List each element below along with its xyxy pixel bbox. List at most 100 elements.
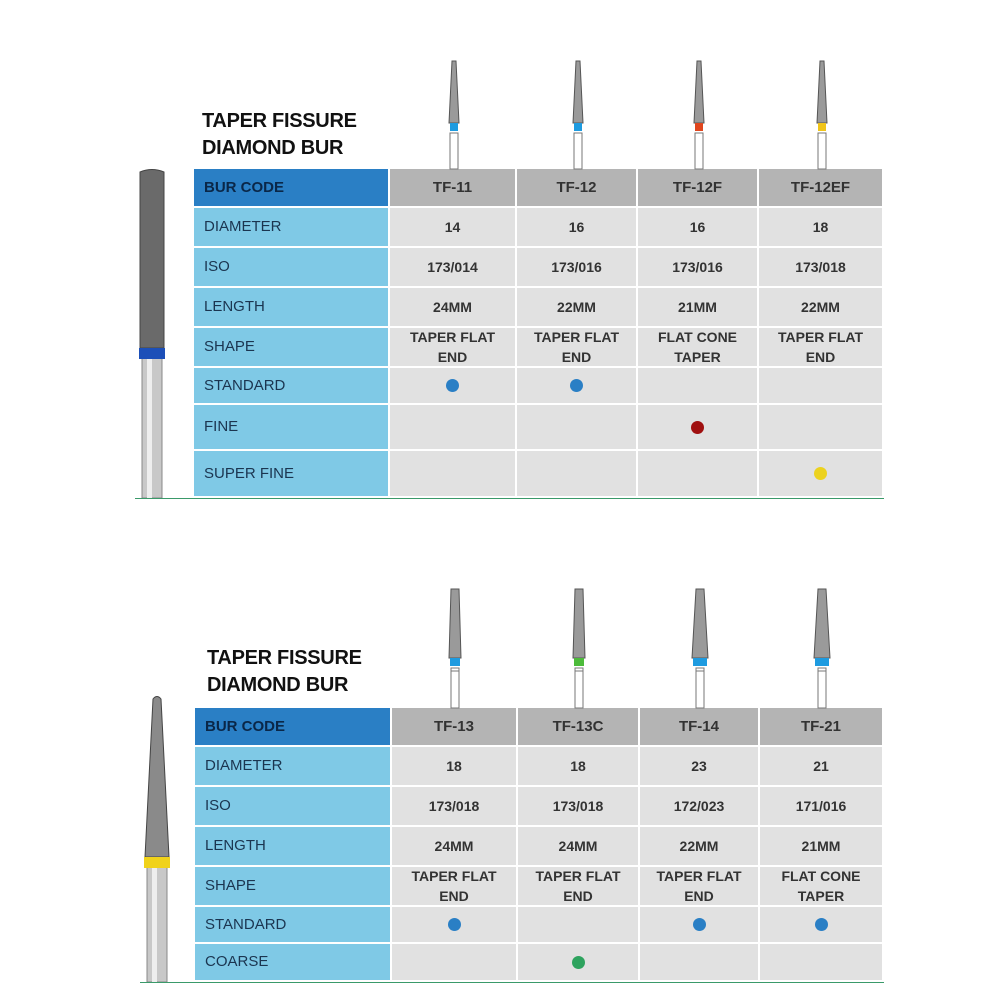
bur-color-band [815,658,829,666]
title-line: DIAMOND BUR [202,137,344,159]
diamond-bur-image [139,169,165,499]
grit-indicator-dot [814,467,827,480]
bur-spec-table: BUR CODE TF-13 TF-13C TF-14 TF-21 DIAMETER 18 1… [195,708,884,982]
bur-color-band [693,658,707,666]
spec-value: 171/016 [795,798,847,814]
bur-color-band [694,123,703,131]
title-line: TAPER FISSURE [207,647,362,669]
row-label: DIAMETER [195,747,392,787]
spec-cell: TAPER FLAT END [392,867,518,907]
spec-cell: 173/018 [392,787,518,827]
bur-thumbnail-image [571,60,584,170]
spec-value: TAPER FLAT END [656,868,742,904]
spec-value: 21 [813,758,829,774]
title-line: DIAMOND BUR [207,674,349,696]
grit-indicator-dot [814,918,828,931]
row-label: ISO [195,787,392,827]
spec-cell [760,944,884,982]
bur-thumbnail-image [447,60,460,170]
spec-value: 18 [570,758,586,774]
row-label: FINE [194,405,390,451]
grit-indicator-dot [571,955,585,969]
spec-cell [392,907,518,944]
spec-cell: 21 [760,747,884,787]
spec-cell [390,451,517,498]
spec-cell: 18 [759,208,884,248]
spec-value: TAPER FLAT END [411,868,497,904]
spec-cell: 16 [517,208,638,248]
spec-cell: FLAT CONE TAPER [638,328,759,368]
spec-value: 173/018 [552,798,604,814]
bur-thumbnail-image [813,588,831,709]
row-label: ISO [194,248,390,288]
spec-value: 173/018 [795,259,846,275]
spec-cell: TAPER FLAT END [390,328,517,368]
spec-cell [640,944,760,982]
spec-cell: 18 [392,747,518,787]
row-label: SHAPE [195,867,392,907]
header-label: BUR CODE [194,169,390,208]
spec-cell: 18 [518,747,640,787]
spec-value: 21MM [678,299,717,315]
spec-value: 14 [444,219,461,235]
spec-value: TAPER FLAT END [535,868,621,904]
spec-cell: 24MM [392,827,518,867]
spec-cell: 22MM [759,288,884,328]
spec-value: 24MM [434,838,474,854]
spec-cell: 24MM [518,827,640,867]
spec-value: FLAT CONE TAPER [781,868,861,904]
spec-value: 23 [691,758,707,774]
spec-cell: 173/018 [518,787,640,827]
spec-cell [517,368,638,405]
spec-cell: 21MM [760,827,884,867]
spec-value: 173/018 [428,798,480,814]
spec-cell [517,405,638,451]
row-label: LENGTH [194,288,390,328]
bur-code-header: TF-12F [638,169,759,208]
spec-value: TAPER FLAT END [533,329,620,365]
section-title: TAPER FISSURE DIAMOND BUR [202,108,357,162]
spec-cell [640,907,760,944]
divider-line [140,982,884,983]
spec-cell: 14 [390,208,517,248]
spec-value: 172/023 [673,798,725,814]
spec-value: 22MM [679,838,719,854]
bur-code-header: TF-12 [517,169,638,208]
bur-thumbnail-image [692,60,705,170]
bur-thumbnail-image [572,588,586,709]
diamond-bur-image [144,696,170,983]
spec-cell: 173/018 [759,248,884,288]
spec-value: 173/014 [427,259,478,275]
spec-cell: 16 [638,208,759,248]
spec-cell [638,451,759,498]
row-label: STANDARD [195,907,392,944]
grit-indicator-dot [691,420,704,434]
header-label: BUR CODE [195,708,392,747]
spec-value: TAPER FLAT END [409,329,496,365]
spec-cell [390,405,517,451]
spec-cell: 23 [640,747,760,787]
spec-cell: TAPER FLAT END [518,867,640,907]
spec-cell [760,907,884,944]
grit-indicator-dot [447,918,461,931]
spec-cell [518,907,640,944]
bur-code-header: TF-14 [640,708,760,747]
row-label: COARSE [195,944,392,982]
spec-cell: 173/014 [390,248,517,288]
grit-indicator-dot [570,379,583,392]
spec-cell [517,451,638,498]
spec-cell: 22MM [640,827,760,867]
bur-thumbnail-image [448,588,462,709]
row-label: SHAPE [194,328,390,368]
bur-code-header: TF-13C [518,708,640,747]
spec-cell [759,368,884,405]
spec-cell [638,405,759,451]
bur-color-band [573,123,582,131]
spec-value: 22MM [801,299,840,315]
spec-value: FLAT CONE TAPER [657,329,738,365]
spec-value: 18 [812,219,829,235]
row-label: SUPER FINE [194,451,390,498]
spec-value: 173/016 [551,259,602,275]
spec-value: 22MM [557,299,596,315]
bur-thumbnail-image [815,60,828,170]
